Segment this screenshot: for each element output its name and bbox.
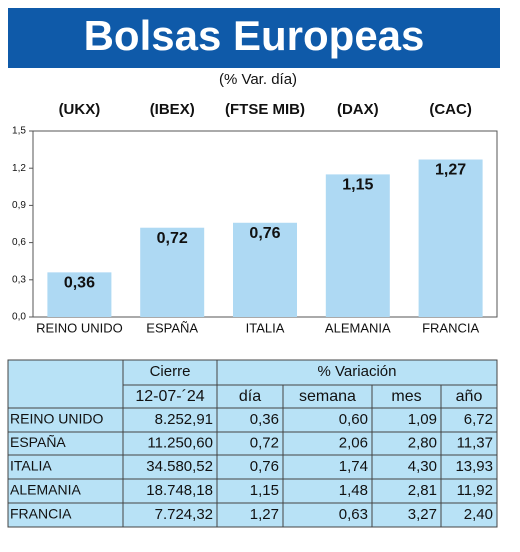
bar <box>47 272 112 317</box>
table-cell: 4,30 <box>408 458 437 475</box>
bar <box>233 222 297 317</box>
table-cell: REINO UNIDO <box>10 411 103 427</box>
table-cell: 0,63 <box>339 506 368 523</box>
table-cell: día <box>239 388 261 405</box>
value-label: 0,72 <box>157 230 188 247</box>
table-cell: 12-07-´24 <box>135 388 204 405</box>
table-cell: año <box>456 388 483 405</box>
x-tick-label: REINO UNIDO <box>36 320 123 335</box>
x-tick-label: ESPAÑA <box>146 320 198 335</box>
table-cell: ITALIA <box>10 458 52 474</box>
table-cell: 2,40 <box>464 506 493 523</box>
ticker-label: (UKX) <box>59 101 101 118</box>
table-cell: Cierre <box>150 363 191 380</box>
table-cell: ESPAÑA <box>10 434 66 450</box>
table-cell: mes <box>391 388 421 405</box>
table-cell: FRANCIA <box>10 506 72 522</box>
table-cell: 13,93 <box>455 458 493 475</box>
y-tick-label: 0,9 <box>12 200 26 211</box>
value-label: 0,36 <box>64 275 95 292</box>
table-cell: 11.250,60 <box>147 434 213 451</box>
bar <box>325 174 390 317</box>
value-label: 1,15 <box>342 177 373 194</box>
x-tick-label: ALEMANIA <box>325 320 391 335</box>
table-cell: 1,48 <box>339 482 368 499</box>
bar <box>418 159 483 317</box>
table-cell: 1,74 <box>339 458 368 475</box>
y-tick-label: 0,6 <box>12 237 26 248</box>
chart-title: Bolsas Europeas <box>84 12 425 59</box>
ticker-label: (IBEX) <box>150 101 195 118</box>
value-label: 0,76 <box>249 225 280 242</box>
table-cell: 7.724,32 <box>155 506 213 523</box>
x-tick-label: FRANCIA <box>422 320 479 335</box>
table-cell: 8.252,91 <box>155 411 213 428</box>
table-cell: 11,92 <box>457 482 493 499</box>
table-cell: 34.580,52 <box>146 458 213 475</box>
table-cell: 0,36 <box>250 411 279 428</box>
y-tick-label: 0,3 <box>12 274 26 285</box>
x-tick-label: ITALIA <box>246 320 285 335</box>
bar <box>140 227 205 317</box>
y-tick-label: 0,0 <box>12 312 26 323</box>
table-cell: 2,06 <box>339 434 368 451</box>
title-banner <box>8 8 500 68</box>
table-cell: 2,81 <box>408 482 437 499</box>
table-cell: 1,27 <box>250 506 279 523</box>
table-cell: 1,09 <box>408 411 437 428</box>
table-bg <box>7 359 498 528</box>
table-cell: 0,72 <box>250 434 279 451</box>
table-cell: ALEMANIA <box>10 482 81 498</box>
table-cell: 0,60 <box>339 411 368 428</box>
table-cell: % Variación <box>318 363 397 380</box>
chart-subtitle: (% Var. día) <box>219 71 297 88</box>
table-cell: 6,72 <box>464 411 493 428</box>
table-cell: 3,27 <box>408 506 437 523</box>
ticker-label: (FTSE MIB) <box>225 101 305 118</box>
table-cell: 0,76 <box>250 458 279 475</box>
table-cell: 18.748,18 <box>146 482 213 499</box>
y-tick-label: 1,2 <box>12 163 26 174</box>
table-cell: 2,80 <box>408 434 437 451</box>
ticker-label: (CAC) <box>429 101 472 118</box>
table-cell: semana <box>299 388 356 405</box>
y-tick-label: 1,5 <box>12 126 26 137</box>
table-cell: 1,15 <box>250 482 279 499</box>
table-cell: 11,37 <box>457 434 493 451</box>
ticker-label: (DAX) <box>337 101 379 118</box>
value-label: 1,27 <box>435 162 466 179</box>
